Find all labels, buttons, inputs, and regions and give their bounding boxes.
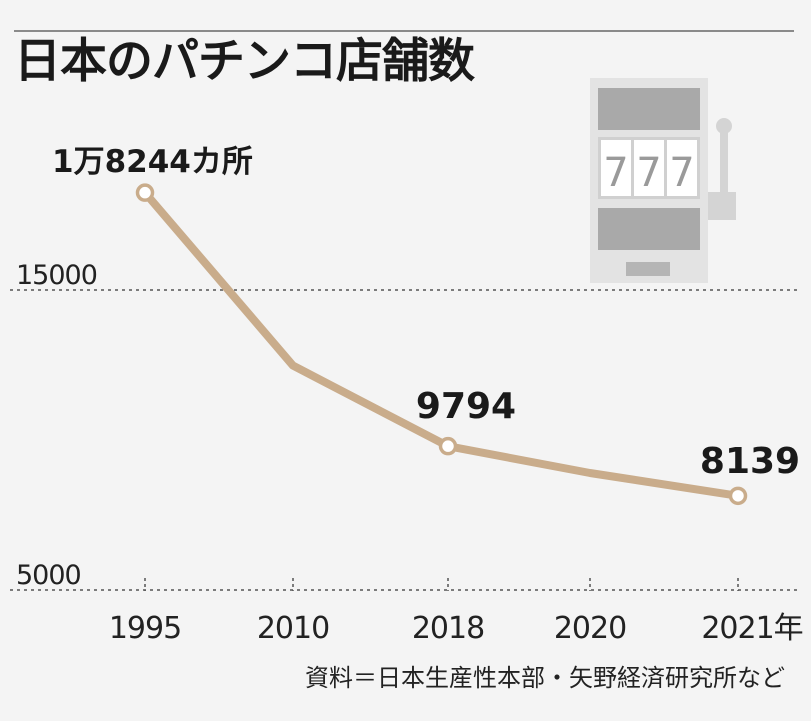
x-tick-label: 2021年 xyxy=(701,611,802,646)
points xyxy=(135,183,748,506)
slot-reel xyxy=(634,140,664,196)
chart-title: 日本のパチンコ店舗数 xyxy=(14,34,475,89)
y-tick-label: 5000 xyxy=(16,560,81,591)
data-point xyxy=(135,183,155,202)
data-point xyxy=(728,486,748,506)
x-tick-label: 2010 xyxy=(257,611,329,646)
source-note: 資料＝日本生産性本部・矢野経済研究所など xyxy=(305,664,785,692)
slot-reel xyxy=(667,140,697,196)
data-labels: 1万8244カ所 9794 8139 xyxy=(52,144,800,482)
slot-reel-label: 7 xyxy=(603,150,628,196)
y-axis: 5000 15000 xyxy=(16,260,98,591)
x-tick-label: 2020 xyxy=(554,611,626,646)
data-label: 1万8244カ所 xyxy=(52,144,253,180)
slot-reel xyxy=(601,140,631,196)
grid xyxy=(10,289,800,591)
x-tick-label: 1995 xyxy=(109,611,181,646)
data-label: 9794 xyxy=(416,386,516,427)
y-tick-label: 15000 xyxy=(16,260,97,291)
slot-reel-label: 7 xyxy=(636,150,661,196)
data-label: 8139 xyxy=(700,441,800,482)
x-tick-label: 2018 xyxy=(412,611,484,646)
top-rule xyxy=(14,30,794,32)
slot-reel-label: 7 xyxy=(669,150,694,196)
slot-machine-icon: 7 7 7 xyxy=(590,78,736,283)
x-axis: 1995 2010 2018 2020 2021年 xyxy=(109,578,804,646)
data-point xyxy=(438,436,458,456)
